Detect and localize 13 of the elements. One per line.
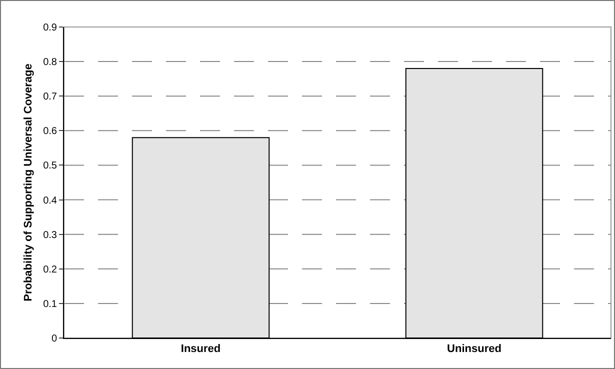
y-tick-label: 0.7 xyxy=(43,92,58,103)
y-tick-label: 0.6 xyxy=(43,126,58,138)
y-tick-label: 0.9 xyxy=(43,22,58,34)
y-tick-label: 0.4 xyxy=(43,195,58,206)
y-tick-label: 0.5 xyxy=(43,160,58,172)
y-tick-label: 0.1 xyxy=(43,298,58,310)
y-tick-label: 0.2 xyxy=(43,264,58,276)
y-tick-label: 0.3 xyxy=(43,230,58,241)
y-axis-title: Probability of Supporting Universal Coverage xyxy=(22,64,35,302)
x-tick-label: Uninsured xyxy=(447,343,502,356)
y-tick-label: 0.8 xyxy=(43,57,58,68)
x-tick-label: Insured xyxy=(180,343,221,356)
y-tick-label: 0 xyxy=(51,334,58,344)
